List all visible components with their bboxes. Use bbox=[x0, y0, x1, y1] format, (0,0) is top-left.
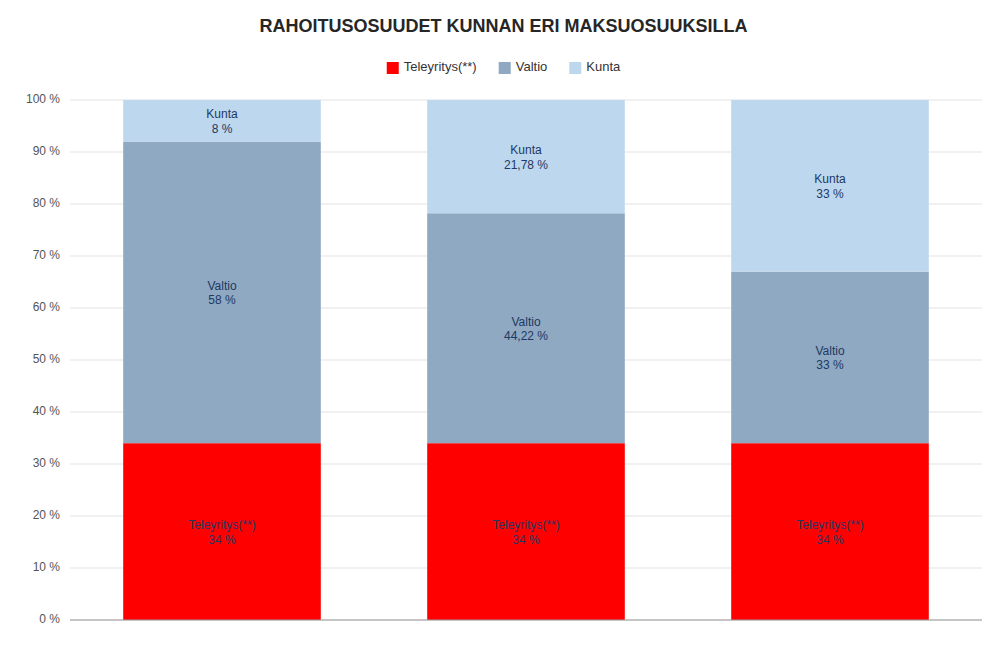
bar-segment bbox=[731, 443, 929, 620]
grid-line bbox=[70, 620, 982, 621]
data-label-value: 21,78 % bbox=[504, 158, 548, 172]
data-label-value: 33 % bbox=[816, 187, 844, 201]
bar-segment bbox=[123, 100, 321, 142]
data-label-value: 8 % bbox=[212, 122, 233, 136]
bar-segment bbox=[123, 443, 321, 620]
grid bbox=[70, 100, 982, 620]
data-label: Teleyritys(**)34 % bbox=[492, 518, 559, 546]
y-axis: 0 % 10 % 20 % 30 % 40 % 50 % 60 % 70 % 80 % 90 % 1… bbox=[26, 92, 60, 626]
legend-swatch bbox=[499, 62, 511, 74]
y-tick-label: 20 % bbox=[33, 508, 61, 522]
data-label-value: 34 % bbox=[816, 533, 844, 547]
chart: 0 % 10 % 20 % 30 % 40 % 50 % 60 % 70 % 80 % 90 % 1… bbox=[0, 0, 1007, 655]
legend-label: Valtio bbox=[516, 59, 548, 74]
legend: Teleyritys(**) Valtio Kunta bbox=[387, 59, 621, 74]
x-axis-line bbox=[70, 620, 982, 621]
bar-segment bbox=[731, 100, 929, 272]
y-tick-label: 40 % bbox=[33, 404, 61, 418]
title: RAHOITUSOSUUDET KUNNAN ERI MAKSUOSUUKSIL… bbox=[259, 16, 747, 36]
legend-label: Teleyritys(**) bbox=[404, 59, 477, 74]
data-label-name: Teleyritys(**) bbox=[492, 518, 559, 532]
data-label-value: 33 % bbox=[816, 358, 844, 372]
data-label-name: Kunta bbox=[814, 172, 846, 186]
data-label-value: 58 % bbox=[208, 293, 236, 307]
bar-segment bbox=[427, 100, 625, 213]
legend-swatch bbox=[569, 62, 581, 74]
y-tick-label: 60 % bbox=[33, 300, 61, 314]
data-labels: Teleyritys(**)34 %Teleyritys(**)34 %Tele… bbox=[188, 107, 863, 546]
data-label-name: Valtio bbox=[511, 315, 540, 329]
data-label: Kunta33 % bbox=[814, 172, 846, 200]
bar-segment bbox=[427, 443, 625, 620]
legend-item: Kunta bbox=[569, 59, 621, 74]
data-label-value: 34 % bbox=[512, 533, 540, 547]
data-label: Valtio44,22 % bbox=[504, 315, 548, 343]
data-label-name: Teleyritys(**) bbox=[188, 518, 255, 532]
data-label-value: 34 % bbox=[208, 533, 236, 547]
legend-item: Teleyritys(**) bbox=[387, 59, 477, 74]
data-label: Teleyritys(**)34 % bbox=[796, 518, 863, 546]
data-label-name: Valtio bbox=[815, 344, 844, 358]
y-tick-label: 10 % bbox=[33, 560, 61, 574]
bar-segment bbox=[123, 142, 321, 444]
y-tick-label: 0 % bbox=[39, 612, 60, 626]
y-tick-label: 30 % bbox=[33, 456, 61, 470]
data-label: Teleyritys(**)34 % bbox=[188, 518, 255, 546]
y-tick-label: 80 % bbox=[33, 196, 61, 210]
data-label: Kunta8 % bbox=[206, 107, 238, 135]
bar-segment bbox=[427, 213, 625, 443]
data-label-name: Teleyritys(**) bbox=[796, 518, 863, 532]
legend-item: Valtio bbox=[499, 59, 548, 74]
bars bbox=[123, 100, 929, 620]
data-label-name: Valtio bbox=[207, 279, 236, 293]
data-label-value: 44,22 % bbox=[504, 329, 548, 343]
legend-swatch bbox=[387, 62, 399, 74]
legend-label: Kunta bbox=[586, 59, 621, 74]
y-tick-label: 90 % bbox=[33, 144, 61, 158]
data-label: Valtio33 % bbox=[815, 344, 844, 372]
y-tick-label: 100 % bbox=[26, 92, 60, 106]
bar-segment bbox=[731, 272, 929, 444]
y-tick-label: 50 % bbox=[33, 352, 61, 366]
data-label-name: Kunta bbox=[510, 143, 542, 157]
y-tick-label: 70 % bbox=[33, 248, 61, 262]
data-label: Valtio58 % bbox=[207, 279, 236, 307]
y-axis-line bbox=[70, 100, 71, 620]
data-label: Kunta21,78 % bbox=[504, 143, 548, 171]
data-label-name: Kunta bbox=[206, 107, 238, 121]
